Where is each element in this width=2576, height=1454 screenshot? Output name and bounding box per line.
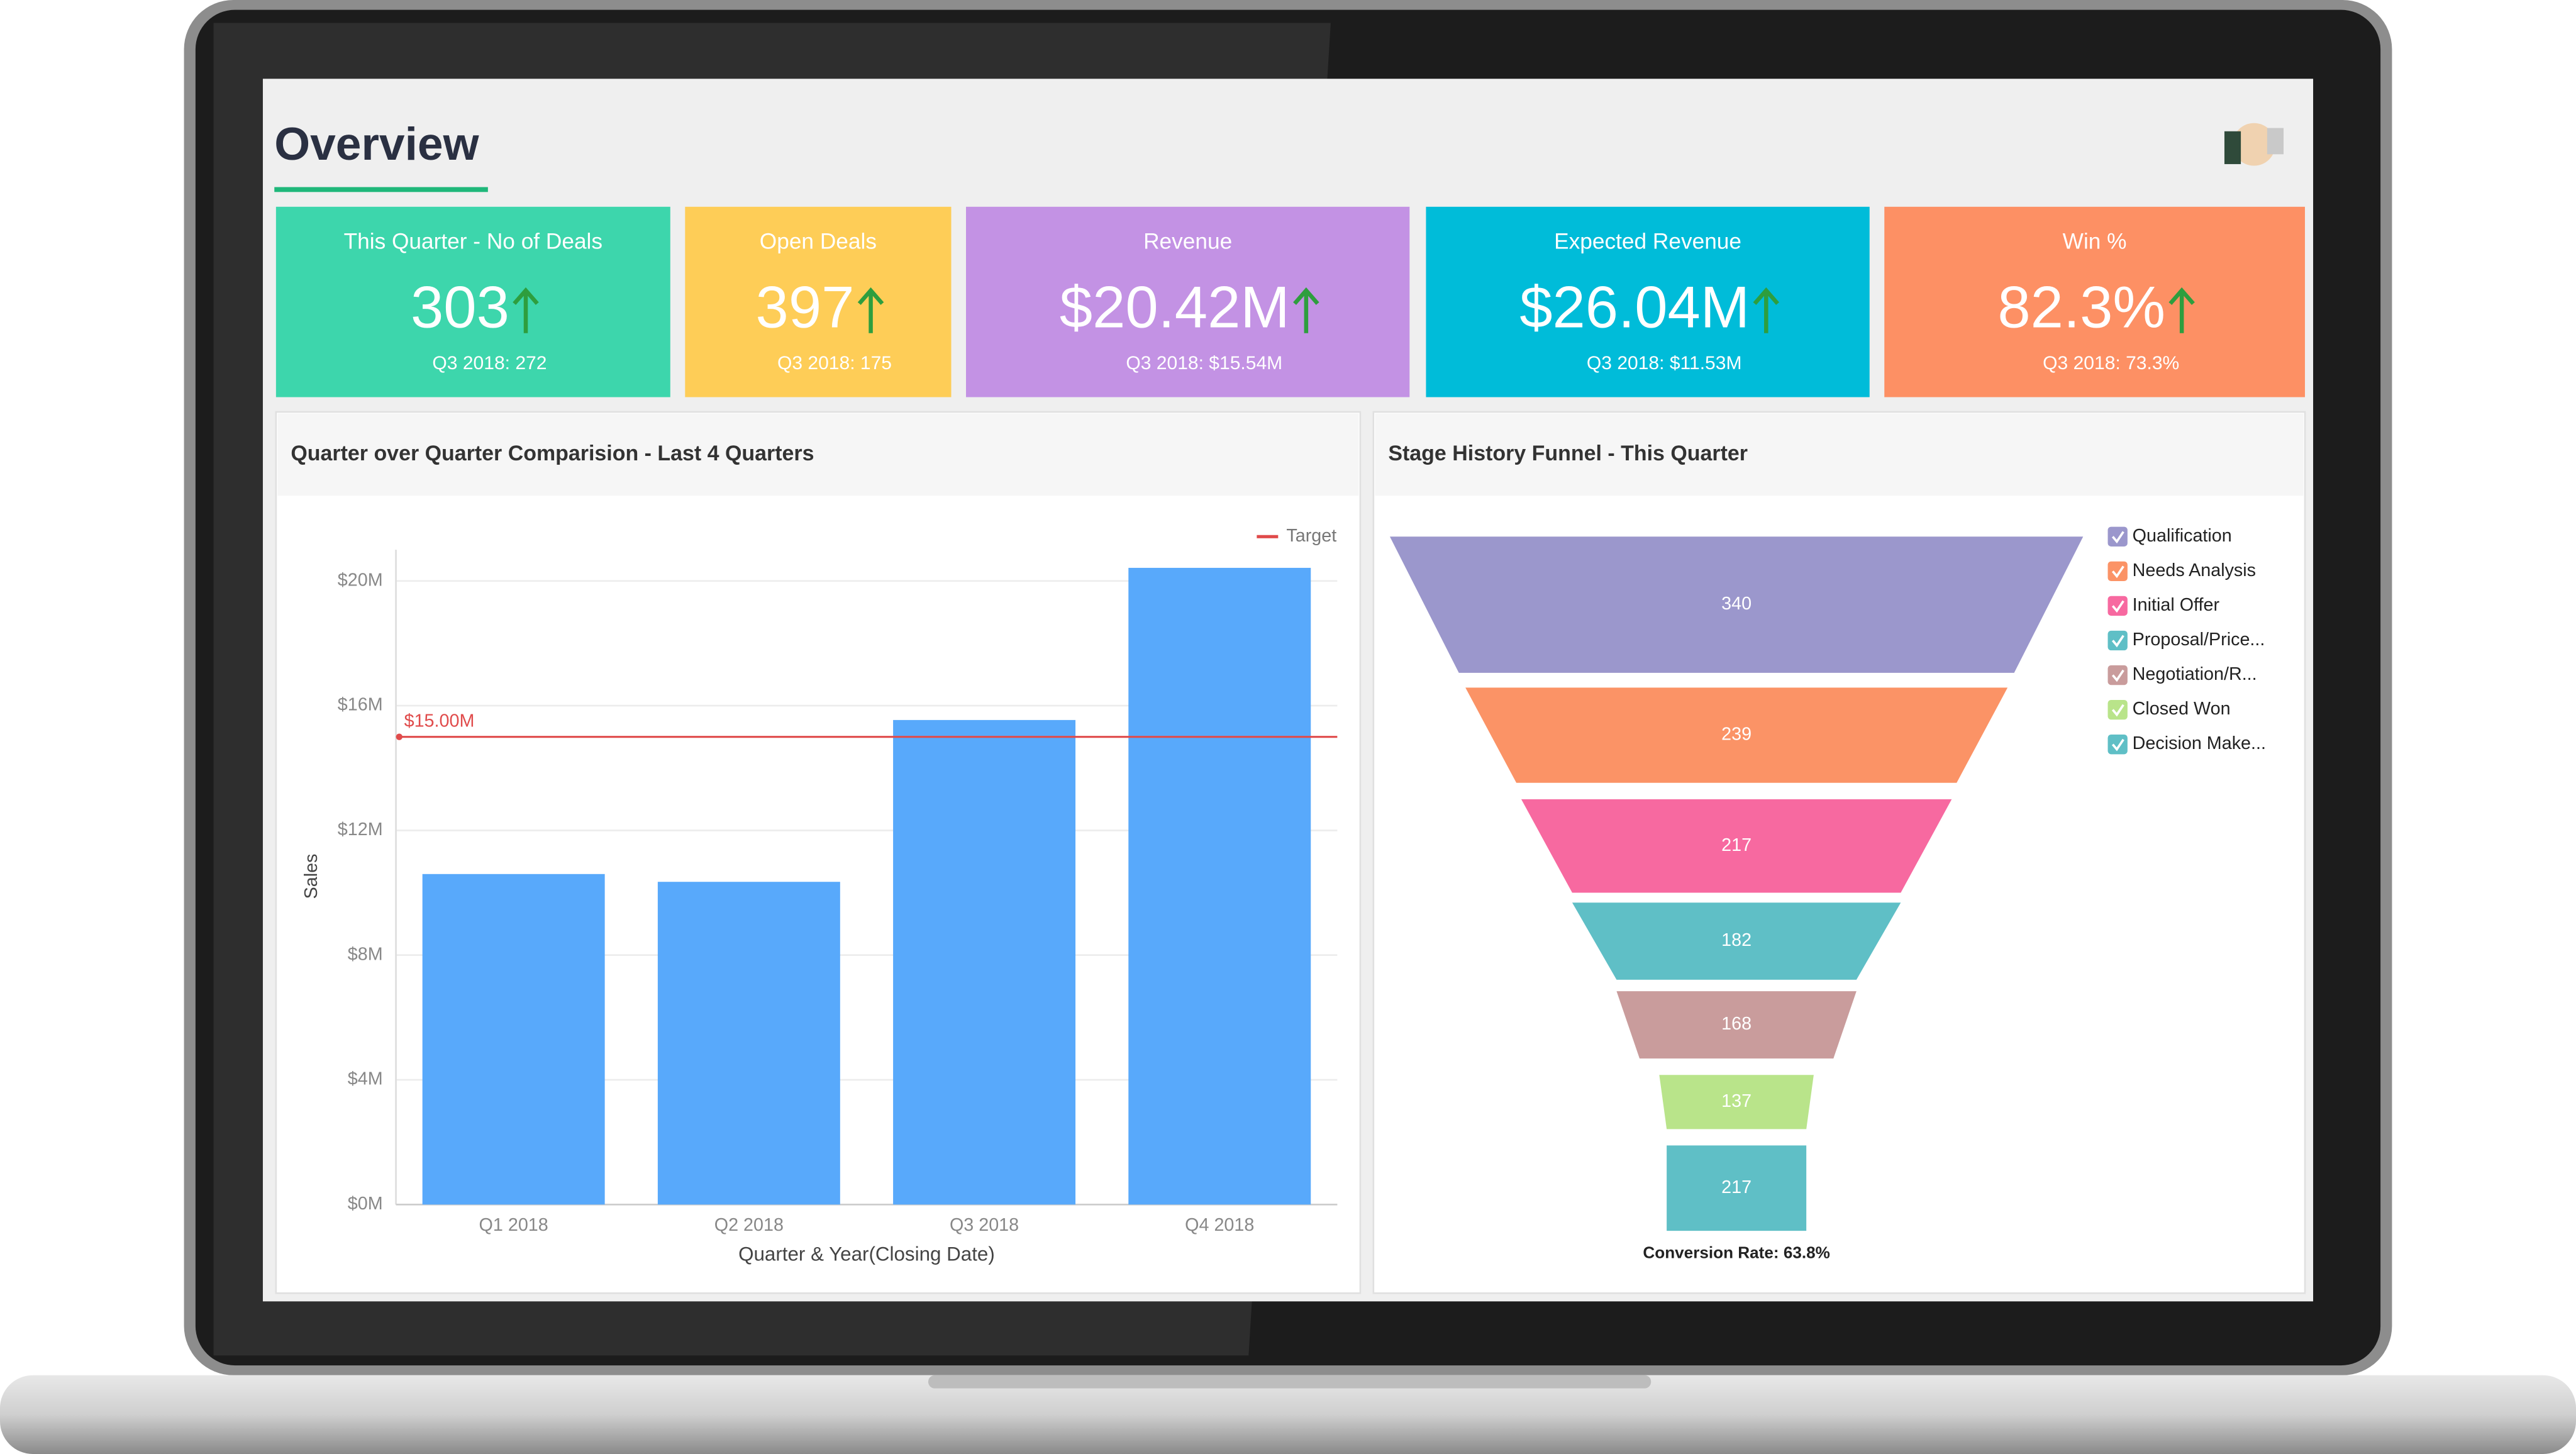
bar [657, 882, 840, 1205]
kpi-card [1884, 206, 2305, 397]
funnel-stage [1389, 536, 2084, 673]
bar [422, 874, 605, 1205]
kpi-card [966, 206, 1410, 397]
target-label: $15.00M [404, 711, 475, 731]
kpi-value: $26.04M [1519, 274, 1750, 340]
kpi-card [1426, 206, 1870, 397]
legend-check [2111, 669, 2124, 682]
funnel-panel-header [1375, 413, 2304, 496]
kpi-value: 397 [756, 274, 855, 340]
legend-checkbox [2107, 596, 2128, 616]
title-underline [274, 187, 488, 192]
funnel-stage [1616, 991, 1857, 1059]
x-tick-label: Q4 2018 [1185, 1215, 1254, 1235]
legend-label: Initial Offer [2133, 595, 2220, 615]
legend-checkbox [2107, 665, 2128, 685]
funnel-value: 217 [1721, 1177, 1752, 1197]
funnel-value: 239 [1721, 724, 1752, 745]
kpi-value: 303 [411, 274, 509, 340]
bar-panel-header [277, 413, 1359, 496]
x-tick-label: Q3 2018 [950, 1215, 1019, 1235]
funnel-stage [1659, 1075, 1814, 1129]
funnel-stage [1521, 799, 1952, 893]
funnel-value: 168 [1721, 1014, 1752, 1034]
x-tick-label: Q2 2018 [714, 1215, 784, 1235]
kpi-previous: Q3 2018: 73.3% [2043, 353, 2179, 374]
legend-label: Target [1286, 526, 1336, 546]
legend-check [2111, 635, 2124, 648]
legend-check [2111, 600, 2124, 613]
legend-check [2111, 738, 2124, 752]
x-axis-label: Quarter & Year(Closing Date) [738, 1243, 995, 1265]
handshake-icon [2224, 123, 2284, 166]
legend-checkbox [2107, 735, 2128, 755]
kpi-previous: Q3 2018: 272 [432, 353, 547, 374]
y-tick-label: $4M [348, 1069, 383, 1089]
y-tick-label: $20M [338, 570, 383, 590]
funnel-stage [1667, 1145, 1807, 1231]
legend-label: Qualification [2133, 526, 2232, 546]
legend-label: Decision Make... [2133, 733, 2266, 753]
laptop-notch [928, 1375, 1652, 1389]
bar [1128, 567, 1311, 1205]
y-tick-label: $12M [338, 819, 383, 840]
kpi-previous: Q3 2018: $11.53M [1587, 353, 1742, 374]
legend-label: Closed Won [2133, 699, 2231, 719]
funnel-value: 340 [1721, 594, 1752, 614]
bar [893, 719, 1076, 1205]
kpi-value: $20.42M [1060, 274, 1290, 340]
y-axis-label: Sales [301, 854, 321, 899]
kpi-value: 82.3% [1997, 274, 2165, 340]
conversion-rate: Conversion Rate: 63.8% [1643, 1243, 1829, 1262]
kpi-title: Win % [2063, 230, 2127, 254]
up-arrow [513, 287, 539, 333]
up-arrow [2168, 287, 2195, 333]
legend-check [2111, 704, 2124, 717]
kpi-previous: Q3 2018: 175 [777, 353, 892, 374]
legend-label: Needs Analysis [2133, 560, 2256, 580]
y-tick-label: $16M [338, 695, 383, 715]
kpi-title: Revenue [1143, 230, 1232, 254]
legend-checkbox [2107, 526, 2128, 547]
kpi-title: Expected Revenue [1554, 230, 1741, 254]
legend-checkbox [2107, 699, 2128, 720]
funnel-stage [1465, 687, 2008, 783]
up-arrow [1753, 287, 1780, 333]
page-title: Overview [274, 119, 479, 170]
legend-check [2111, 531, 2124, 544]
up-arrow [1293, 287, 1319, 333]
legend-check [2111, 565, 2124, 579]
chart-title: Quarter over Quarter Comparision - Last … [291, 441, 814, 465]
target-dot [396, 733, 402, 740]
x-tick-label: Q1 2018 [479, 1215, 548, 1235]
y-tick-label: $0M [348, 1194, 383, 1214]
chart-title: Stage History Funnel - This Quarter [1388, 441, 1748, 465]
funnel-value: 137 [1721, 1091, 1752, 1111]
kpi-previous: Q3 2018: $15.54M [1126, 353, 1282, 374]
legend-checkbox [2107, 561, 2128, 582]
laptop-base [0, 1375, 2576, 1454]
y-tick-label: $8M [348, 944, 383, 964]
legend-label: Proposal/Price... [2133, 630, 2265, 650]
kpi-card [275, 206, 670, 397]
funnel-value: 182 [1721, 930, 1752, 950]
funnel-stage [1572, 902, 1901, 980]
up-arrow [857, 287, 884, 333]
legend-label: Negotiation/R... [2133, 664, 2257, 684]
legend-checkbox [2107, 630, 2128, 651]
kpi-card [685, 206, 952, 397]
funnel-value: 217 [1721, 835, 1752, 855]
kpi-title: Open Deals [760, 230, 877, 254]
kpi-title: This Quarter - No of Deals [344, 230, 602, 254]
